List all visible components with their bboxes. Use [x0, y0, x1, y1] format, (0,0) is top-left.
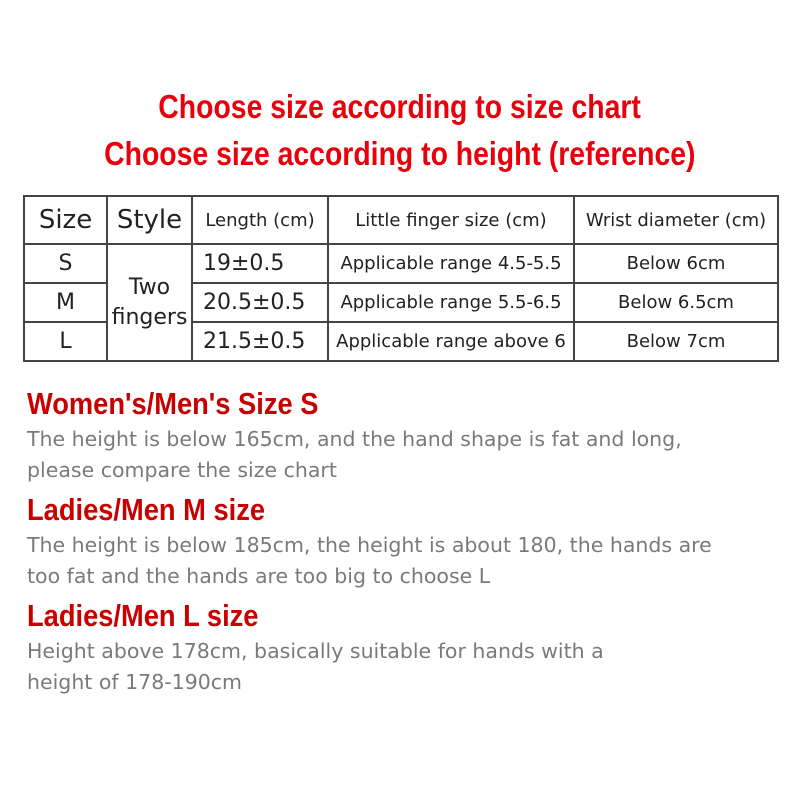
cell-wrist: Below 7cm [573, 321, 779, 362]
cell-wrist: Below 6cm [573, 243, 779, 284]
cell-finger: Applicable range above 6 [327, 321, 575, 362]
text-size-l: Height above 178cm, basically suitable f… [27, 639, 604, 694]
header-size: Size [23, 195, 108, 245]
cell-finger: Applicable range 4.5-5.5 [327, 243, 575, 284]
heading-size-s: Women's/Men's Size S [27, 386, 319, 421]
table-header-row: Size Style Length (cm) Little finger siz… [23, 195, 779, 245]
cell-style: Two fingers [106, 243, 193, 362]
table-row: M 20.5±0.5 Applicable range 5.5-6.5 Belo… [23, 282, 779, 323]
header-length: Length (cm) [191, 195, 329, 245]
heading-size-l: Ladies/Men L size [27, 598, 259, 633]
cell-length: 20.5±0.5 [191, 282, 329, 323]
cell-size: M [23, 282, 108, 323]
cell-size: S [23, 243, 108, 284]
cell-length: 19±0.5 [191, 243, 329, 284]
header-style: Style [106, 195, 193, 245]
text-size-m: The height is below 185cm, the height is… [27, 533, 712, 588]
text-size-s: The height is below 165cm, and the hand … [27, 427, 682, 482]
cell-size: L [23, 321, 108, 362]
table-row: S Two fingers 19±0.5 Applicable range 4.5… [23, 243, 779, 362]
cell-length: 21.5±0.5 [191, 321, 329, 362]
title-size-chart: Choose size according to size chart [158, 88, 642, 125]
size-table: Size Style Length (cm) Little finger siz… [23, 195, 779, 362]
header-finger: Little finger size (cm) [327, 195, 575, 245]
cell-finger: Applicable range 5.5-6.5 [327, 282, 575, 323]
header-wrist: Wrist diameter (cm) [573, 195, 779, 245]
heading-size-m: Ladies/Men M size [27, 492, 266, 527]
table-row: L 21.5±0.5 Applicable range above 6 Belo… [23, 321, 779, 362]
cell-wrist: Below 6.5cm [573, 282, 779, 323]
title-height: Choose size according to height (referen… [104, 135, 696, 172]
